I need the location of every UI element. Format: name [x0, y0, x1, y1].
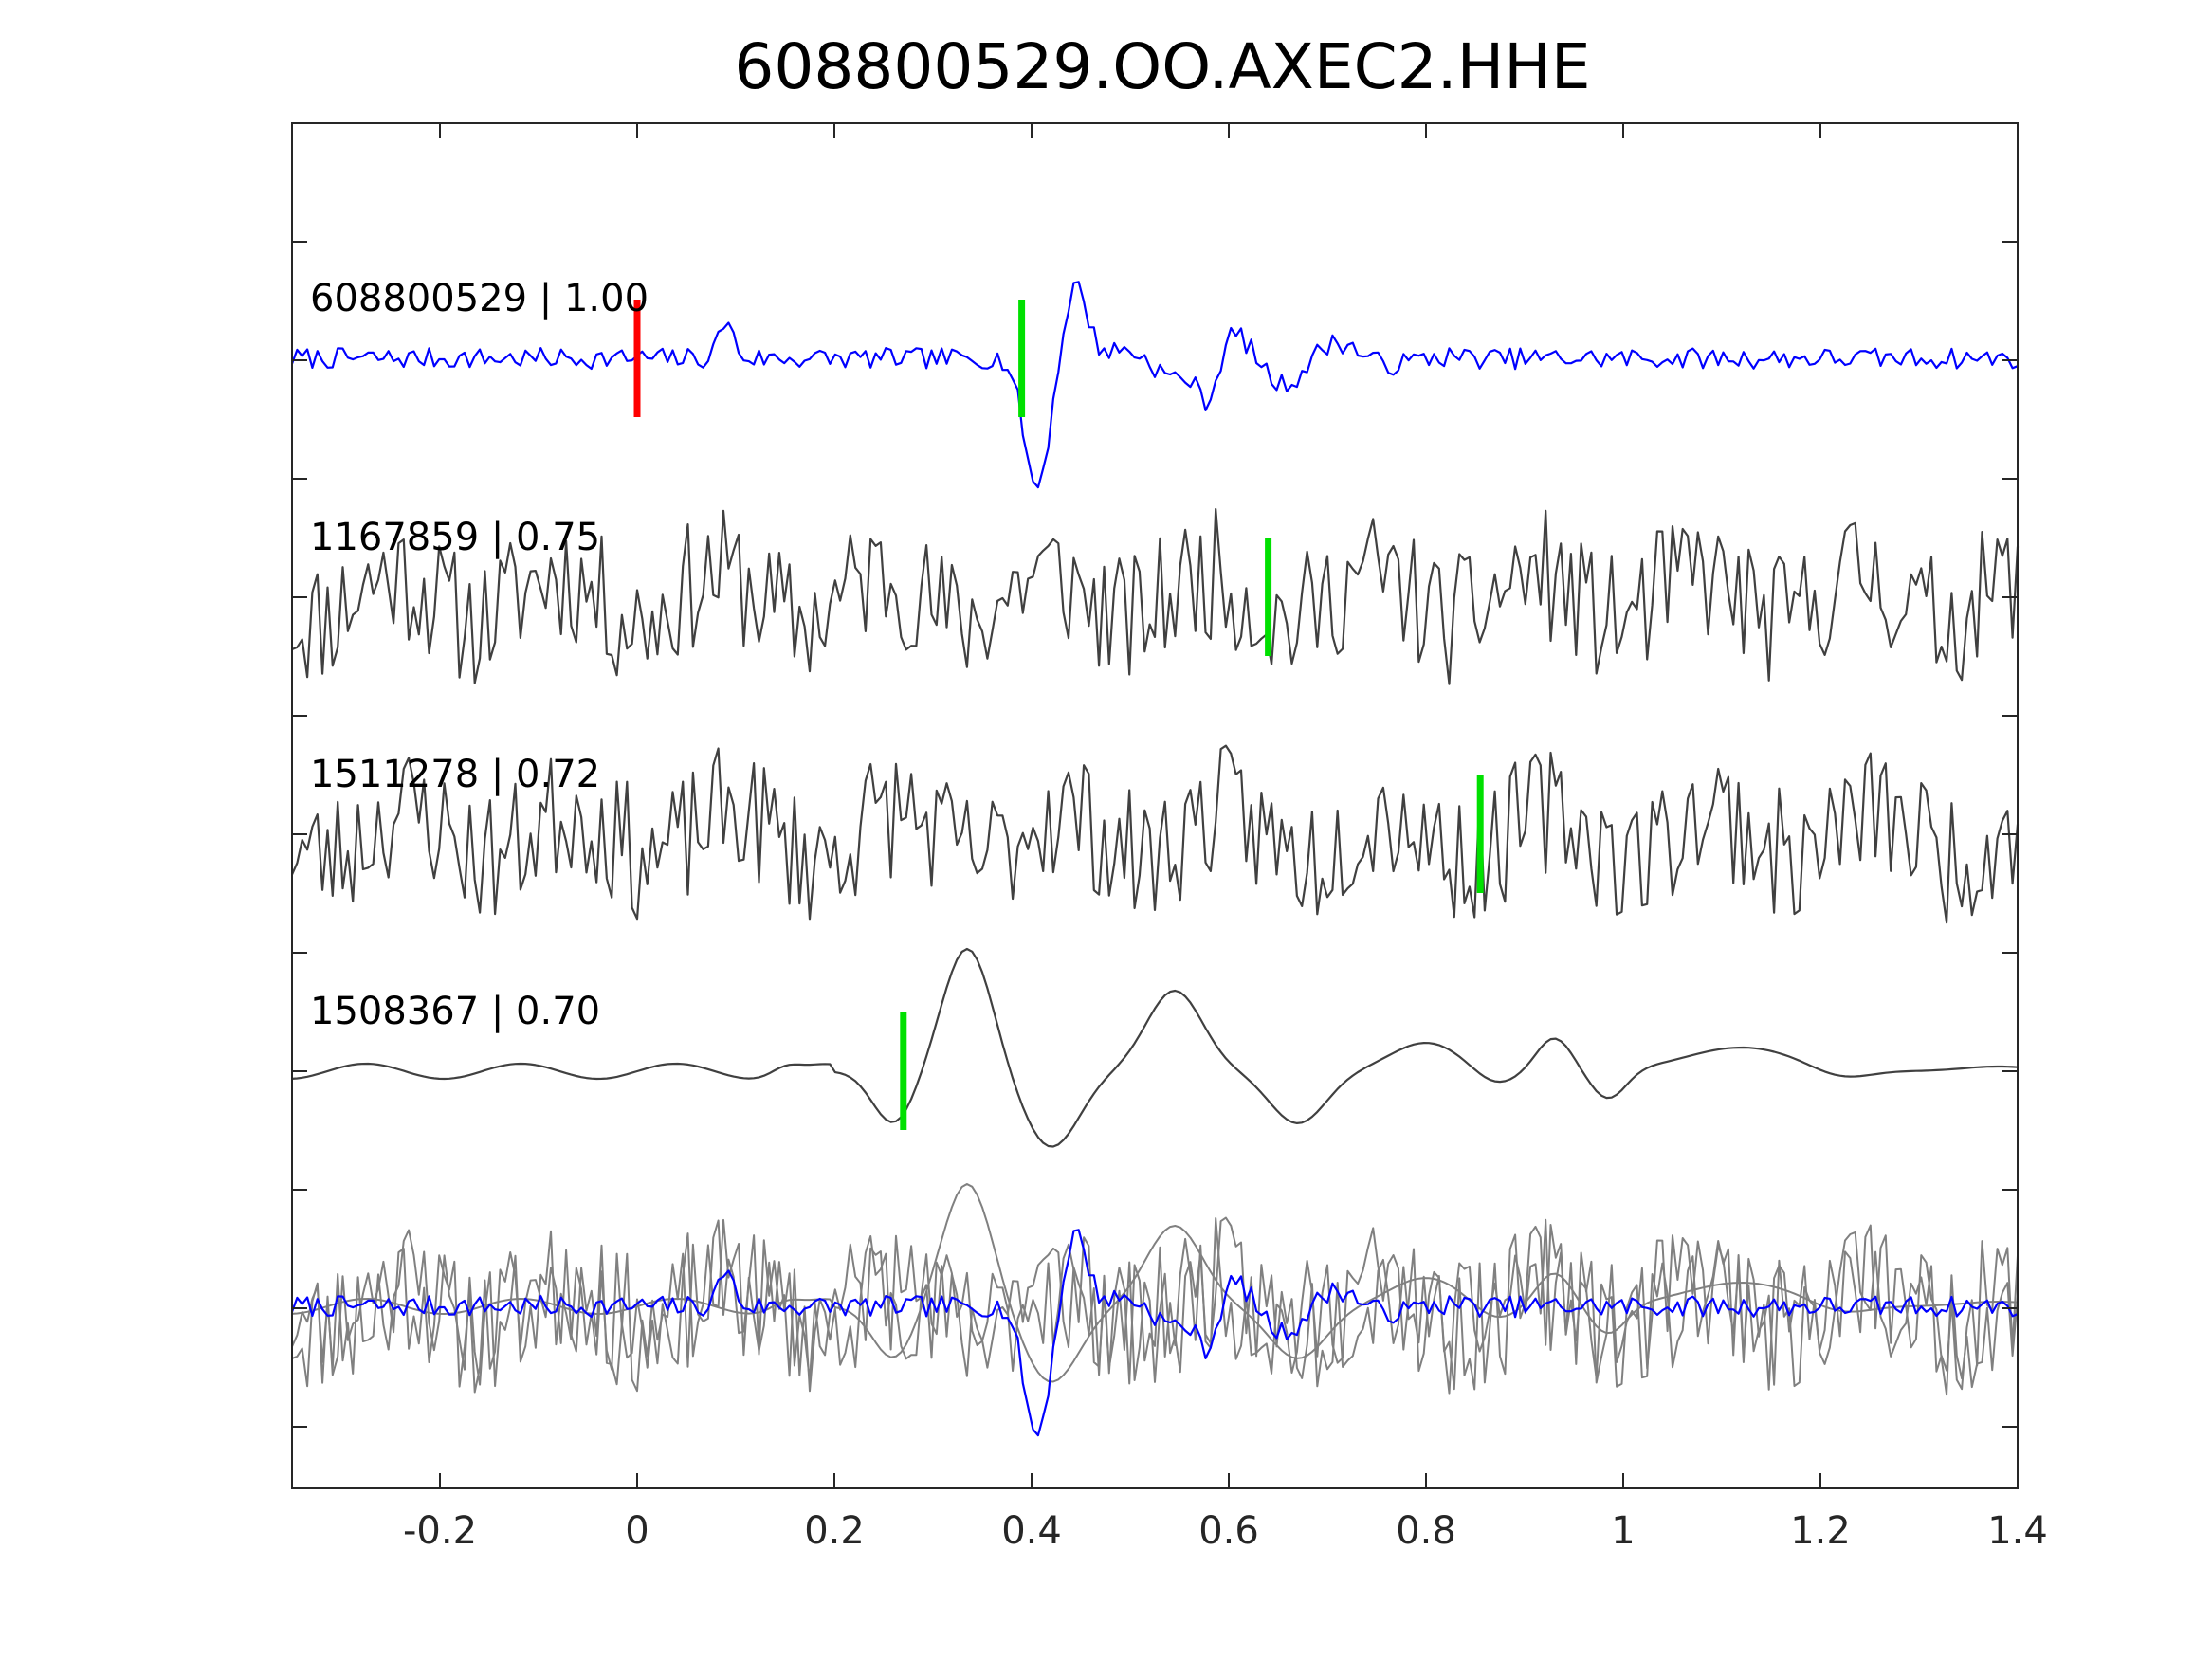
trace-label-1508367: 1508367 | 0.70 — [310, 990, 600, 1033]
stack-line-1511278 — [291, 1216, 2019, 1396]
x-tick-label: -0.2 — [403, 1509, 477, 1553]
x-tick-label: 0.6 — [1198, 1509, 1259, 1553]
trace-label-608800529: 608800529 | 1.00 — [310, 277, 649, 320]
stack-line-608800529 — [290, 1229, 2019, 1437]
plot-area: 608800529 | 1.00 1167859 | 0.75 1511278 | … — [290, 122, 2048, 1553]
axes-box — [291, 122, 2019, 1489]
x-tick-label: 1 — [1611, 1509, 1635, 1553]
x-tick-label: 0.4 — [1001, 1509, 1062, 1553]
trace-label-1511278: 1511278 | 0.72 — [310, 753, 600, 796]
trace-line-1167859 — [291, 507, 2020, 685]
trace-line-1511278 — [290, 744, 2020, 924]
x-tick-label: 1.4 — [1987, 1509, 2048, 1553]
trace-line-608800529 — [290, 281, 2019, 489]
x-tick-label: 0.2 — [804, 1509, 865, 1553]
trace-line-1508367 — [291, 947, 2019, 1148]
x-tick-label: 1.2 — [1790, 1509, 1851, 1553]
trace-label-1167859: 1167859 | 0.75 — [310, 516, 600, 559]
stack-line-1167859 — [291, 1217, 2019, 1395]
stack-line-1508367 — [291, 1183, 2019, 1383]
x-tick-label: 0 — [625, 1509, 649, 1553]
x-tick-label: 0.8 — [1396, 1509, 1456, 1553]
chart-title: 608800529.OO.AXEC2.HHE — [734, 30, 1590, 103]
